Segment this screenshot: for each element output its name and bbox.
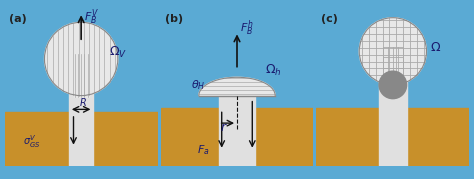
Text: $\Omega_V$: $\Omega_V$ bbox=[109, 45, 127, 60]
Bar bbox=[379, 82, 407, 166]
Bar bbox=[73, 54, 89, 97]
Text: $F_B^V$: $F_B^V$ bbox=[84, 8, 99, 27]
Text: (a): (a) bbox=[9, 14, 27, 24]
Bar bbox=[69, 90, 93, 166]
Circle shape bbox=[45, 22, 118, 96]
Text: $\Omega_h$: $\Omega_h$ bbox=[264, 63, 281, 78]
Text: $R$: $R$ bbox=[79, 96, 87, 108]
Text: (b): (b) bbox=[165, 14, 183, 24]
Bar bbox=[317, 108, 469, 166]
Text: $F_B^h$: $F_B^h$ bbox=[240, 18, 254, 38]
Text: $\sigma_{GS}^V$: $\sigma_{GS}^V$ bbox=[23, 133, 41, 149]
Bar bbox=[161, 108, 313, 166]
Bar bbox=[5, 112, 157, 166]
Circle shape bbox=[379, 71, 407, 99]
Text: $F_a$: $F_a$ bbox=[197, 144, 210, 158]
Text: $r$: $r$ bbox=[220, 121, 228, 134]
Bar bbox=[219, 96, 255, 166]
Bar bbox=[383, 47, 403, 90]
Text: $\Omega$: $\Omega$ bbox=[429, 41, 441, 54]
Circle shape bbox=[359, 18, 427, 85]
Text: (c): (c) bbox=[321, 14, 338, 24]
Polygon shape bbox=[199, 77, 275, 96]
Text: $\theta_H$: $\theta_H$ bbox=[191, 78, 206, 92]
